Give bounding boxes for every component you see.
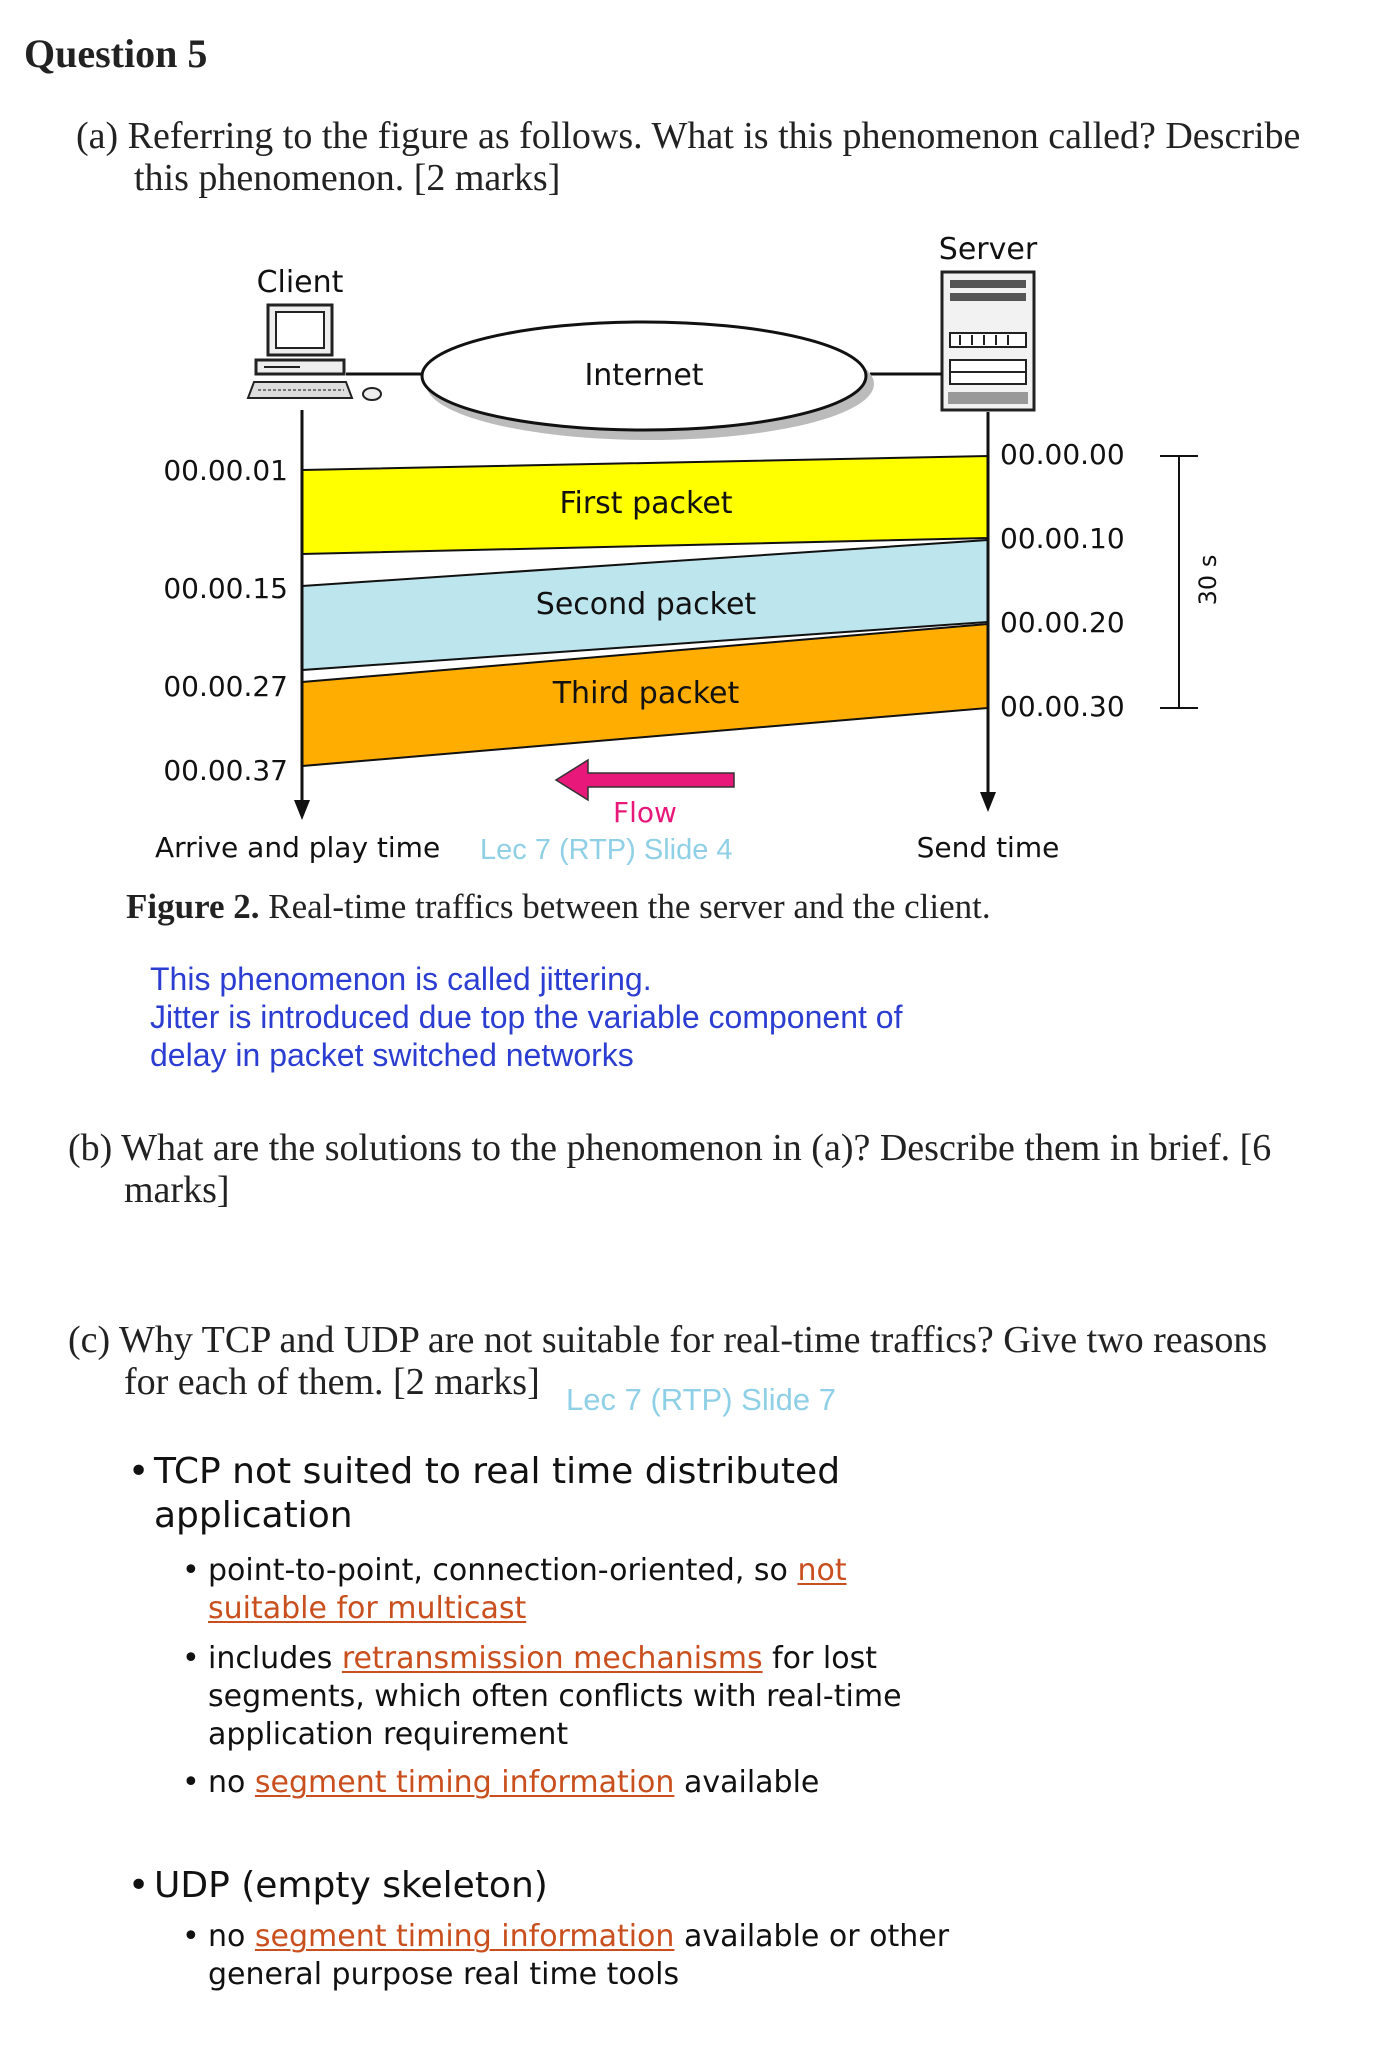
send-time-label: Send time	[917, 831, 1060, 864]
question-title: Question 5	[24, 31, 208, 76]
udp-point-1-line-2: general purpose real time tools	[208, 1957, 680, 1992]
figure-caption: Figure 2. Real-time traffics between the…	[126, 887, 991, 926]
flow-label: Flow	[613, 796, 677, 829]
tcp-point-2-line-1: includes retransmission mechanisms for l…	[208, 1640, 877, 1678]
arrive-play-time-label: Arrive and play time	[155, 831, 440, 864]
tcp-point-2-line-2: segments, which often conflicts with rea…	[208, 1679, 902, 1714]
client-label: Client	[257, 265, 344, 300]
lecture-reference-c: Lec 7 (RTP) Slide 7	[566, 1382, 836, 1417]
tcp-point-1-highlight-b: suitable for multicast	[208, 1591, 527, 1626]
real-time-traffic-figure: Server Client Internet First packet Seco…	[126, 232, 1222, 926]
answer-a-line-1: This phenomenon is called jittering.	[150, 961, 652, 997]
server-timeline-arrowhead	[980, 792, 996, 812]
udp-point-1-line-1: no segment timing information available …	[208, 1918, 949, 1956]
tcp-point-3-highlight: segment timing information	[254, 1765, 675, 1800]
client-time-4: 00.00.37	[163, 754, 288, 787]
bullet-dot: •	[182, 1765, 200, 1800]
server-time-3: 00.00.20	[1000, 606, 1125, 639]
tcp-point-2-line-3: application requirement	[208, 1717, 569, 1752]
client-time-3: 00.00.27	[163, 670, 288, 703]
tcp-heading-line-1: TCP not suited to real time distributed	[154, 1451, 841, 1492]
part-b-line-1: (b) What are the solutions to the phenom…	[68, 1127, 1272, 1169]
udp-point-1-text-b: available or other	[674, 1919, 950, 1954]
part-b-line-2: marks]	[124, 1169, 230, 1211]
udp-heading: UDP (empty skeleton)	[154, 1865, 548, 1906]
internet-cloud	[420, 320, 868, 432]
figure-caption-number: Figure 2.	[126, 887, 260, 926]
answer-a-line-3: delay in packet switched networks	[150, 1037, 634, 1073]
part-a-line-2: this phenomenon. [2 marks]	[134, 157, 561, 199]
client-time-2: 00.00.15	[163, 572, 288, 605]
tcp-point-1-line-1: point-to-point, connection-oriented, so …	[208, 1552, 847, 1590]
tcp-point-1-line-2: suitable for multicast	[208, 1590, 526, 1628]
bullet-dot: •	[182, 1919, 200, 1954]
part-c-line-2: for each of them. [2 marks]	[124, 1361, 540, 1403]
client-time-1: 00.00.01	[163, 454, 288, 487]
server-time-1: 00.00.00	[1000, 438, 1125, 471]
tcp-point-1-text: point-to-point, connection-oriented, so	[208, 1553, 798, 1588]
part-c-line-1: (c) Why TCP and UDP are not suitable for…	[68, 1319, 1268, 1361]
udp-point-1-text-a: no	[208, 1919, 255, 1954]
bullet-dot: •	[128, 1865, 150, 1906]
tcp-point-2-highlight: retransmission mechanisms	[341, 1641, 763, 1676]
server-icon	[940, 270, 1036, 412]
tcp-point-2-text-b: for lost	[762, 1641, 877, 1676]
lecture-reference-a: Lec 7 (RTP) Slide 4	[480, 834, 733, 866]
internet-label: Internet	[584, 358, 703, 393]
second-packet-label: Second packet	[536, 587, 757, 622]
tcp-point-1-highlight-a: not	[797, 1553, 847, 1588]
tcp-heading-line-2: application	[154, 1495, 353, 1536]
figure-caption-text: Real-time traffics between the server an…	[260, 887, 991, 926]
part-a-line-1: (a) Referring to the figure as follows. …	[76, 115, 1301, 157]
client-computer-icon	[246, 303, 382, 401]
udp-point-1-highlight: segment timing information	[254, 1919, 675, 1954]
first-packet-label: First packet	[559, 486, 732, 521]
flow-arrow	[554, 758, 735, 802]
answer-a-line-2: Jitter is introduced due top the variabl…	[150, 999, 903, 1035]
bullet-dot: •	[128, 1451, 150, 1492]
duration-label: 30 s	[1194, 555, 1222, 606]
tcp-point-2-text-a: includes	[208, 1641, 342, 1676]
server-time-4: 00.00.30	[1000, 690, 1125, 723]
server-time-2: 00.00.10	[1000, 522, 1125, 555]
bullet-dot: •	[182, 1641, 200, 1676]
bullet-dot: •	[182, 1553, 200, 1588]
tcp-point-3-text-b: available	[674, 1765, 820, 1800]
tcp-point-3-text-a: no	[208, 1765, 255, 1800]
duration-bracket	[1160, 455, 1198, 709]
third-packet-label: Third packet	[552, 676, 740, 711]
server-label: Server	[939, 232, 1038, 267]
tcp-point-3: no segment timing information available	[208, 1764, 819, 1802]
client-timeline-arrowhead	[294, 800, 310, 820]
